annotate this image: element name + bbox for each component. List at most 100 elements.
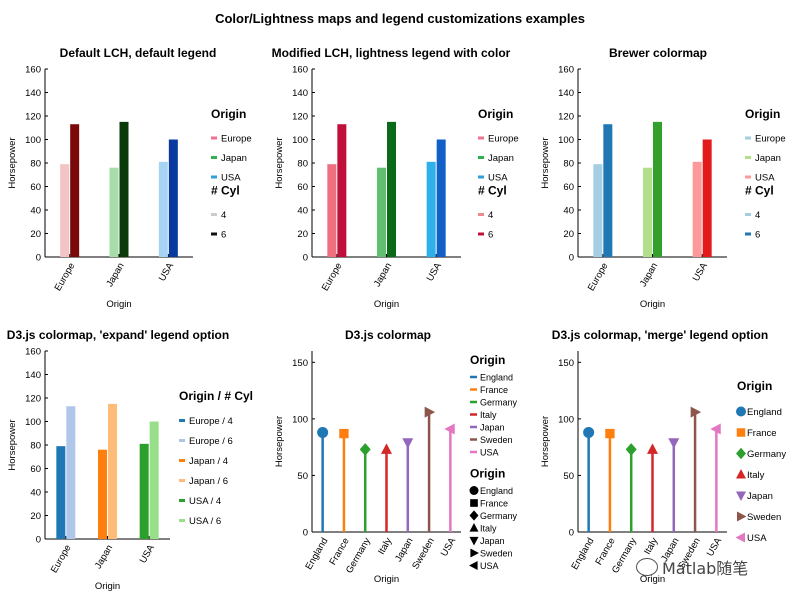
legend-label: 4 (221, 210, 226, 221)
legend-label: 4 (488, 210, 493, 221)
y-tick-label: 100 (558, 414, 574, 425)
y-tick-label: 140 (292, 88, 308, 99)
legend-label: USA (480, 561, 499, 571)
y-tick-label: 40 (30, 488, 41, 499)
y-tick-label: 140 (558, 88, 574, 99)
y-tick-label: 60 (297, 182, 308, 193)
y-tick-label: 20 (30, 511, 41, 522)
legend-label: Japan (480, 536, 505, 546)
legend-marker (469, 561, 478, 570)
legend-title: Origin (211, 107, 246, 121)
y-tick-label: 100 (292, 414, 308, 425)
bar (56, 446, 66, 539)
chart-1: Default LCH, default legend 0 20 40 60 80 100 1… (7, 46, 252, 310)
y-tick-label: 20 (563, 229, 574, 240)
bar (702, 139, 712, 257)
y-tick-label: 120 (25, 112, 41, 123)
watermark-text: Matlab随笔 (662, 559, 749, 578)
chart-3: Brewer colormap 0 20 40 60 80 100 120 140 160 Hors… (540, 46, 786, 310)
legend-label: Japan (747, 491, 773, 502)
x-tick-label: USA (691, 260, 711, 283)
y-tick-label: 120 (25, 394, 41, 405)
legend-label: France (747, 428, 777, 439)
x-tick-label: England (303, 536, 330, 572)
legend-label: Italy (747, 470, 765, 481)
y-tick-label: 100 (25, 417, 41, 428)
point-marker (690, 406, 702, 418)
y-tick-label: 50 (563, 471, 574, 482)
bar (377, 167, 386, 257)
legend-marker (736, 406, 746, 417)
legend-title: Origin (478, 107, 513, 121)
y-tick-label: 160 (25, 65, 41, 76)
legend-label: Sweden (747, 512, 781, 523)
bar (168, 139, 178, 257)
legend-marker (737, 511, 747, 522)
bar (327, 164, 337, 257)
chart-4: D3.js colormap, 'expand' legend option 0 2… (7, 328, 253, 592)
y-axis-label: Horsepower (274, 137, 285, 188)
legend-label: Sweden (480, 549, 513, 559)
y-tick-label: 80 (563, 159, 574, 170)
point-marker (710, 423, 721, 435)
legend-marker (736, 469, 746, 479)
legend-label: Japan (480, 423, 505, 433)
point-marker (583, 426, 595, 438)
y-tick-label: 120 (558, 112, 574, 123)
y-tick-label: 20 (30, 229, 41, 240)
legend-marker (469, 510, 479, 521)
legend-marker (736, 491, 746, 501)
legend-marker (469, 523, 479, 532)
legend-label: 6 (488, 230, 493, 241)
y-tick-label: 0 (303, 253, 308, 264)
x-axis-label: Origin (640, 299, 665, 310)
bar (337, 124, 347, 257)
x-tick-label: Japan (638, 261, 660, 289)
x-tick-label: Japan (393, 536, 415, 564)
y-axis-label: Horsepower (540, 137, 551, 188)
x-axis-label: Origin (106, 299, 131, 310)
y-tick-label: 150 (558, 358, 574, 369)
point-marker (605, 428, 615, 439)
bar (139, 443, 149, 539)
point-marker (424, 406, 436, 418)
bar (66, 406, 76, 539)
legend-label: USA / 4 (189, 496, 221, 507)
legend-label: Japan (488, 153, 514, 164)
legend-label: USA (488, 173, 508, 184)
bar (593, 164, 603, 257)
legend-label: Germany (480, 511, 518, 521)
point-marker (444, 423, 455, 435)
y-tick-label: 20 (297, 229, 308, 240)
legend-label: Japan (755, 153, 781, 164)
x-tick-label: USA (157, 260, 177, 283)
bar (692, 161, 702, 257)
point-marker (359, 443, 371, 456)
y-tick-label: 0 (303, 528, 308, 539)
x-tick-label: Italy (642, 536, 660, 557)
legend-label: Japan / 6 (189, 476, 228, 487)
legend-title: Origin (470, 467, 505, 481)
y-tick-label: 150 (292, 358, 308, 369)
y-tick-label: 60 (30, 182, 41, 193)
x-tick-label: Europe (586, 261, 611, 293)
y-tick-label: 0 (569, 528, 574, 539)
legend-label: Europe (755, 134, 786, 145)
legend-title: Origin (470, 353, 505, 367)
legend-label: USA (747, 533, 767, 544)
legend-marker (736, 447, 746, 460)
legend-label: Japan / 4 (189, 456, 228, 467)
y-tick-label: 100 (292, 135, 308, 146)
legend-title: # Cyl (211, 184, 240, 198)
y-tick-label: 80 (297, 159, 308, 170)
y-tick-label: 160 (25, 347, 41, 358)
chart-2: Modified LCH, lightness legend with colo… (272, 46, 519, 310)
y-tick-label: 80 (30, 441, 41, 452)
point-marker (339, 428, 349, 439)
x-tick-label: Italy (376, 536, 394, 557)
legend-label: USA (221, 173, 241, 184)
chart-5: D3.js colormap 0 50 100 150 Horsepower Origin E… (274, 328, 518, 585)
chart-title: Brewer colormap (609, 46, 707, 60)
point-marker (381, 443, 392, 454)
